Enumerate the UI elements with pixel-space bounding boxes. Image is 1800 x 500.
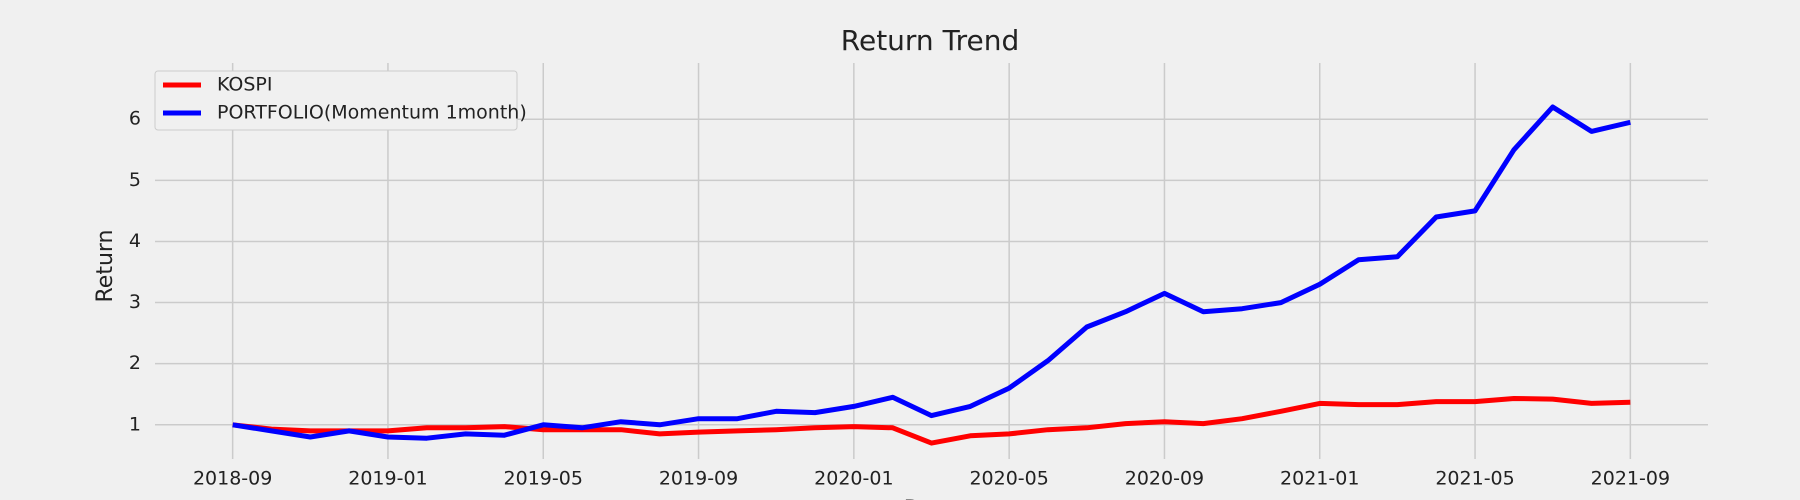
x-tick-label: 2021-05 bbox=[1435, 468, 1514, 490]
y-tick-label: 3 bbox=[129, 291, 141, 313]
x-tick-label: 2019-05 bbox=[504, 468, 583, 490]
y-tick-label: 6 bbox=[129, 108, 141, 130]
y-tick-label: 5 bbox=[129, 169, 141, 191]
chart-title: Return Trend bbox=[841, 24, 1019, 57]
x-tick-label: 2021-01 bbox=[1280, 468, 1359, 490]
legend-label: PORTFOLIO(Momentum 1month) bbox=[217, 102, 527, 124]
legend-box bbox=[154, 70, 518, 131]
line bbox=[232, 396, 1631, 446]
y-axis-label: Return bbox=[93, 229, 118, 302]
x-tick-label: 2019-01 bbox=[348, 468, 427, 490]
y-tick-label: 4 bbox=[129, 230, 141, 252]
x-tick-label: 2020-05 bbox=[969, 468, 1048, 490]
x-tick-label: 2021-09 bbox=[1591, 468, 1670, 490]
legend-label: KOSPI bbox=[217, 74, 273, 96]
line bbox=[232, 104, 1631, 441]
x-tick-label: 2020-01 bbox=[814, 468, 893, 490]
x-tick-label: 2019-09 bbox=[659, 468, 738, 490]
x-axis-label: Date bbox=[904, 497, 957, 500]
x-tick-label: 2020-09 bbox=[1125, 468, 1204, 490]
y-tick-label: 1 bbox=[129, 413, 141, 435]
y-tick-label: 2 bbox=[129, 352, 141, 374]
x-tick-label: 2018-09 bbox=[193, 468, 272, 490]
